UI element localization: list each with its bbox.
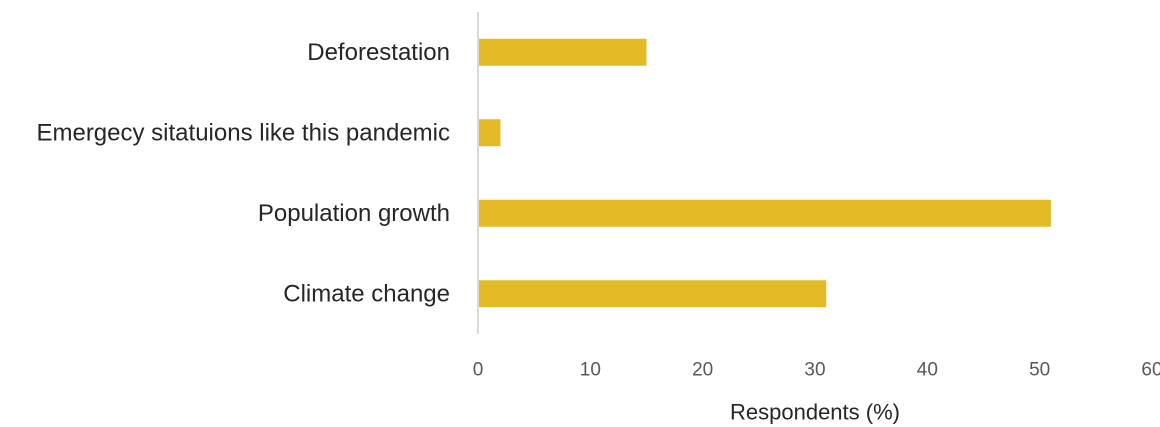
bar <box>478 199 1051 227</box>
x-tick-label: 0 <box>473 360 484 381</box>
category-label: Population growth <box>258 200 450 227</box>
x-tick-label: 30 <box>804 360 825 381</box>
x-tick-label: 60 <box>1141 360 1160 381</box>
bar <box>478 38 647 66</box>
x-axis-title: Respondents (%) <box>730 400 900 425</box>
x-tick-label: 40 <box>917 360 938 381</box>
bars-group <box>478 38 1051 308</box>
category-label: Emergecy sitatuions like this pandemic <box>36 119 450 146</box>
x-tick-label: 50 <box>1029 360 1050 381</box>
bar <box>478 280 827 308</box>
category-label: Climate change <box>283 280 450 307</box>
x-tick-label: 20 <box>692 360 713 381</box>
bar <box>478 119 501 147</box>
category-label: Deforestation <box>307 39 450 66</box>
x-tick-label: 10 <box>580 360 601 381</box>
category-labels: Deforestation Emergecy sitatuions like th… <box>36 39 450 308</box>
x-tick-labels: 0 10 20 30 40 50 60 <box>473 360 1160 381</box>
